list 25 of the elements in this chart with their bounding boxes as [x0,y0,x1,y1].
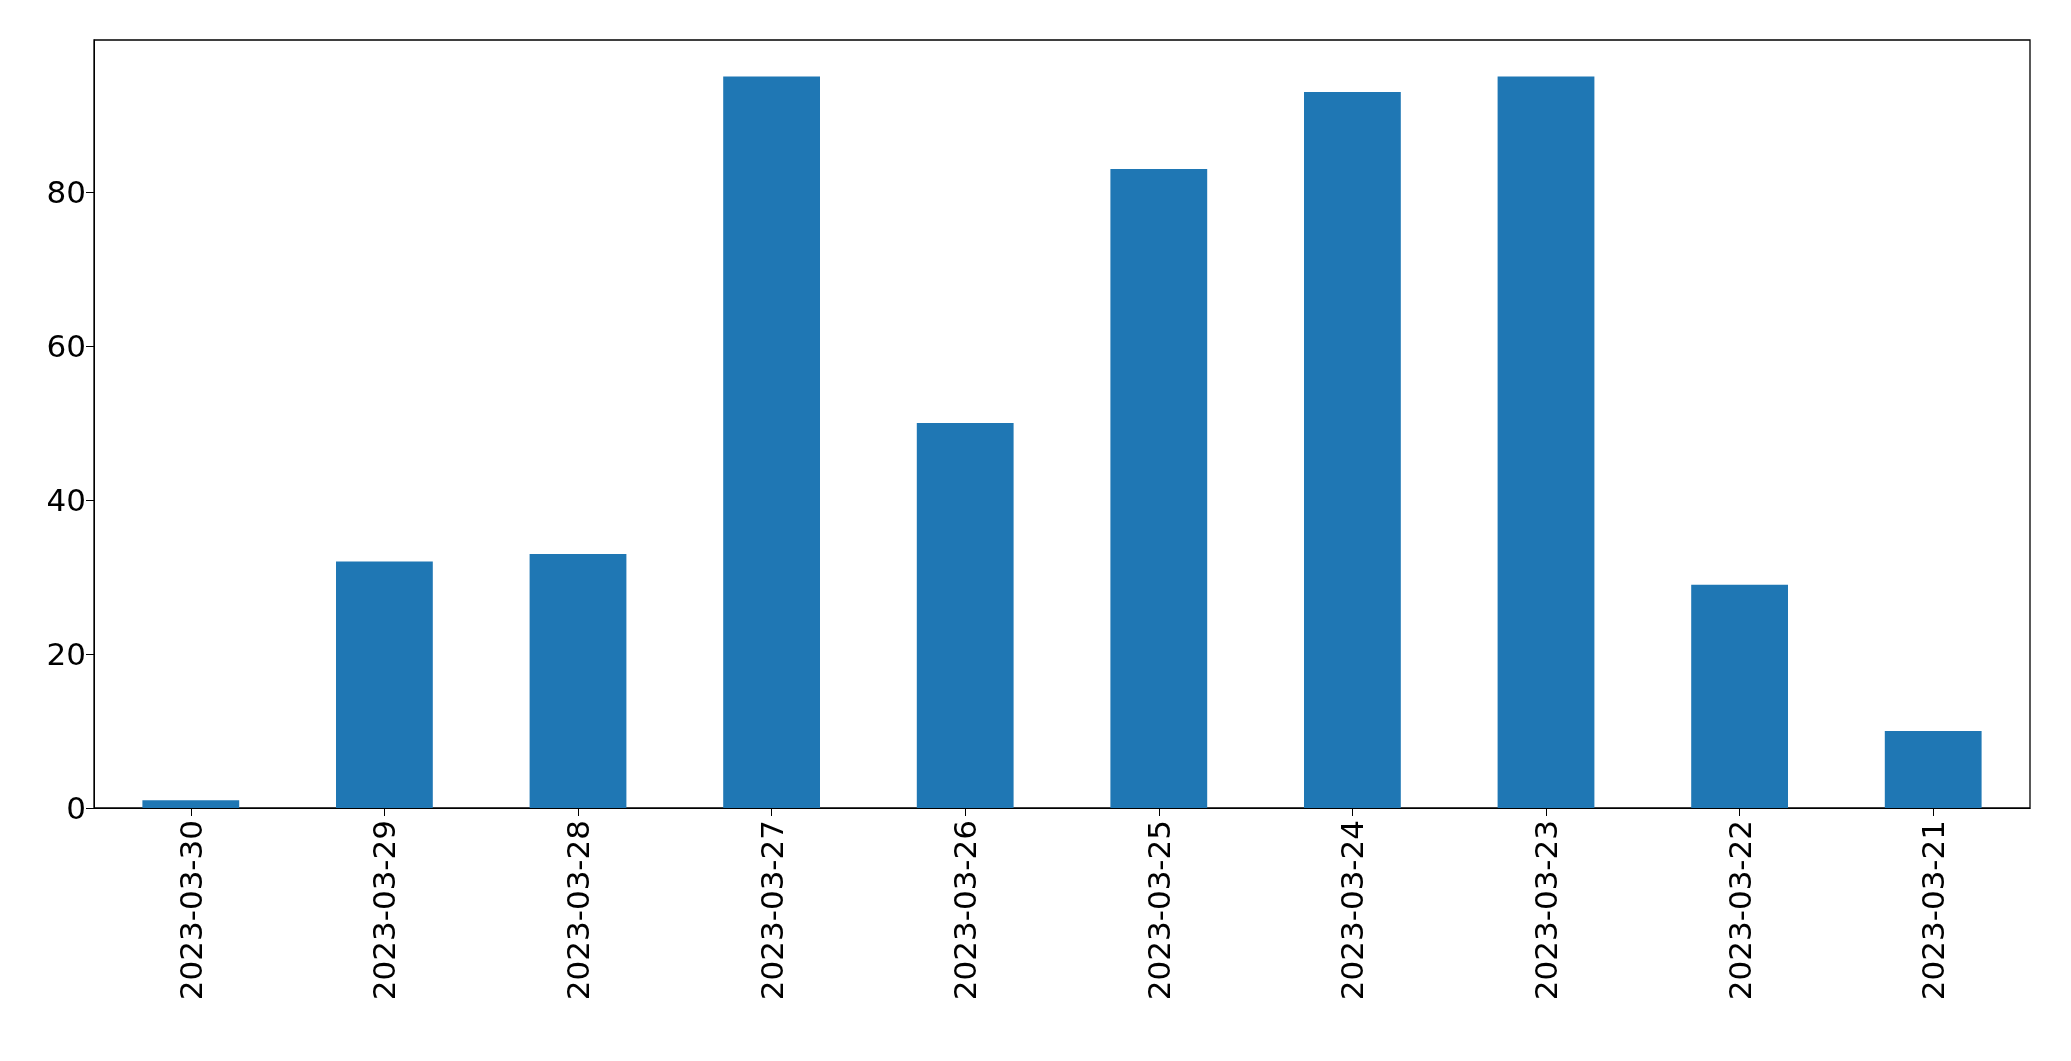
x-tick-label: 2023-03-24 [1334,820,1371,1001]
y-tick-label: 0 [66,790,86,826]
bar [1884,731,1982,808]
bar [1497,76,1595,808]
bar [1304,91,1401,808]
x-tick-label: 2023-03-25 [1140,820,1177,1001]
x-tick-label: 2023-03-29 [366,820,403,1001]
x-tick-label: 2023-03-27 [753,820,790,1001]
x-tick-label: 2023-03-26 [947,820,984,1001]
bar [1110,168,1208,808]
bar [142,800,240,808]
y-tick-label: 20 [46,636,86,673]
y-tick-label: 80 [46,174,86,211]
bar [1691,584,1788,808]
y-tick-label: 60 [46,328,86,365]
x-tick-label: 2023-03-23 [1528,820,1564,1001]
x-tick-label: 2023-03-22 [1721,820,1758,1001]
bar [529,553,627,808]
bar [723,76,820,808]
x-tick-label: 2023-03-21 [1915,820,1952,1001]
x-tick-label: 2023-03-28 [560,820,596,1001]
y-tick-label: 40 [46,482,86,519]
bar [336,561,433,808]
bar [916,423,1014,808]
x-tick-label: 2023-03-30 [172,820,209,1001]
